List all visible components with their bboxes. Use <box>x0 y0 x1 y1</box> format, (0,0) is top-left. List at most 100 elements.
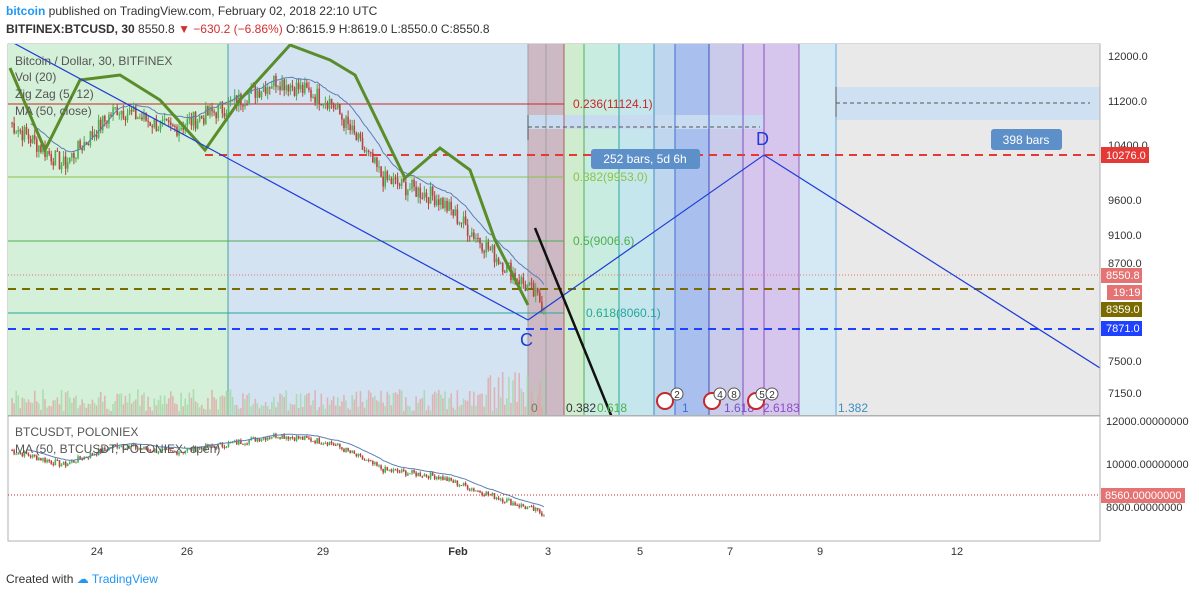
lower-candle-body <box>238 439 240 445</box>
tradingview-logo-icon[interactable]: ☁ <box>76 572 89 586</box>
candle-body <box>491 245 494 250</box>
candle-body <box>231 100 234 102</box>
volume-bar <box>503 404 506 415</box>
lower-candle-body <box>345 447 347 452</box>
lower-candle-body <box>215 446 217 449</box>
legend-ma[interactable]: MA (50, close) <box>15 104 92 118</box>
lower-candle-body <box>163 448 166 450</box>
volume-bar <box>262 405 265 415</box>
event-flag-icon[interactable] <box>656 392 674 410</box>
time-fib-label-0: 0 <box>531 401 538 415</box>
candle-body <box>316 88 318 103</box>
lower-legend-symbol[interactable]: BTCUSDT, POLONIEX <box>15 425 138 439</box>
volume-bar <box>347 408 349 415</box>
candle-body <box>351 125 354 131</box>
volume-bar <box>291 404 294 415</box>
candle-body <box>163 118 166 120</box>
lower-candle-body <box>452 480 455 483</box>
volume-bar <box>40 409 42 415</box>
lower-candle-body <box>310 438 312 442</box>
volume-bar <box>145 410 147 415</box>
volume-bar <box>312 400 314 415</box>
volume-bar <box>413 410 415 415</box>
event-count-badge[interactable] <box>765 387 779 401</box>
volume-bar <box>114 401 116 415</box>
lower-candle-body <box>54 459 57 466</box>
candle-body <box>374 157 376 163</box>
candle-body <box>97 119 100 138</box>
lower-candle-body <box>295 436 298 441</box>
price-chart[interactable]: 0.236(11124.1) 0.382(9953.0) 0.5(9006.6)… <box>0 0 1199 570</box>
footer-brand[interactable]: TradingView <box>91 572 158 586</box>
lower-candle-body <box>229 442 232 444</box>
candle-body <box>425 192 428 198</box>
volume-bar <box>409 406 411 415</box>
candle-body <box>534 287 537 297</box>
lower-candle-body <box>528 506 531 508</box>
candle-body <box>202 118 205 124</box>
lower-candle-body <box>252 437 255 439</box>
time-axis[interactable]: 24 26 29 Feb 3 5 7 9 12 <box>8 540 1100 558</box>
pattern-line-a <box>14 44 529 321</box>
price-tick: 7500.0 <box>1108 356 1142 368</box>
volume-bar <box>310 405 312 415</box>
volume-bar <box>25 402 28 415</box>
lower-candle-body <box>539 509 541 513</box>
candle-body <box>355 132 358 141</box>
candle-body <box>460 222 463 224</box>
lower-candle-body <box>62 461 65 465</box>
lower-candle-body <box>304 436 306 440</box>
candle-body <box>514 272 516 280</box>
candle-body <box>318 88 321 105</box>
candle-body <box>503 271 506 273</box>
bars-badge-252 <box>591 149 700 169</box>
event-count-badge[interactable] <box>670 387 684 401</box>
candle-body <box>495 258 498 263</box>
lower-candle-body <box>97 449 100 456</box>
event-count-badge[interactable] <box>727 387 741 401</box>
legend-vol[interactable]: Vol (20) <box>15 70 56 84</box>
event-count-badge[interactable] <box>713 387 727 401</box>
lower-legend-ma[interactable]: MA (50, BTCUSDT, POLONIEX: open) <box>15 442 220 456</box>
event-markers[interactable]: 2 4 8 5 2 <box>656 387 779 410</box>
candle-body <box>157 129 160 131</box>
volume-bar <box>483 406 485 415</box>
volume-bar <box>186 404 189 415</box>
volume-bar <box>495 408 498 415</box>
price-badge-red <box>1101 147 1149 163</box>
lower-price-axis[interactable]: 12000.00000000 10000.00000000 8000.00000… <box>1099 416 1189 541</box>
volume-bar <box>132 401 135 415</box>
price-axis[interactable]: 12000.0 11200.0 10400.0 9600.0 9100.0 87… <box>1099 44 1149 415</box>
volume-bar <box>361 401 364 415</box>
volume-bar <box>13 403 15 415</box>
lower-panel[interactable] <box>7 415 1101 542</box>
legend-zigzag[interactable]: Zig Zag (5, 12) <box>15 87 94 101</box>
volume-bar <box>539 382 541 415</box>
brand-label[interactable]: bitcoin <box>6 4 46 18</box>
volume-bar <box>27 399 30 415</box>
volume-bar <box>95 405 98 415</box>
volume-bar <box>446 409 448 415</box>
lower-candle-body <box>36 455 38 461</box>
lower-candle-body <box>200 447 203 449</box>
volume-bar <box>260 405 263 415</box>
range-box <box>528 115 764 129</box>
candle-body <box>450 201 452 210</box>
volume-bar <box>254 398 257 415</box>
volume-bar <box>118 394 121 415</box>
lower-candle-body <box>87 457 90 459</box>
candle-body <box>19 130 22 132</box>
candle-body <box>341 114 343 120</box>
candle-body <box>275 75 277 87</box>
candle-body <box>130 109 133 112</box>
lower-candle-body <box>495 497 498 499</box>
volume-bar <box>89 404 92 415</box>
candle-body <box>38 145 40 152</box>
volume-bar <box>207 398 209 415</box>
legend-main[interactable]: Bitcoin / Dollar, 30, BITFINEX <box>15 54 172 68</box>
lower-candle-body <box>114 444 116 446</box>
volume-bar <box>137 389 139 415</box>
event-count: 8 <box>731 390 737 401</box>
footer: Created with ☁ TradingView <box>6 572 158 586</box>
lower-candle-body <box>242 443 244 445</box>
